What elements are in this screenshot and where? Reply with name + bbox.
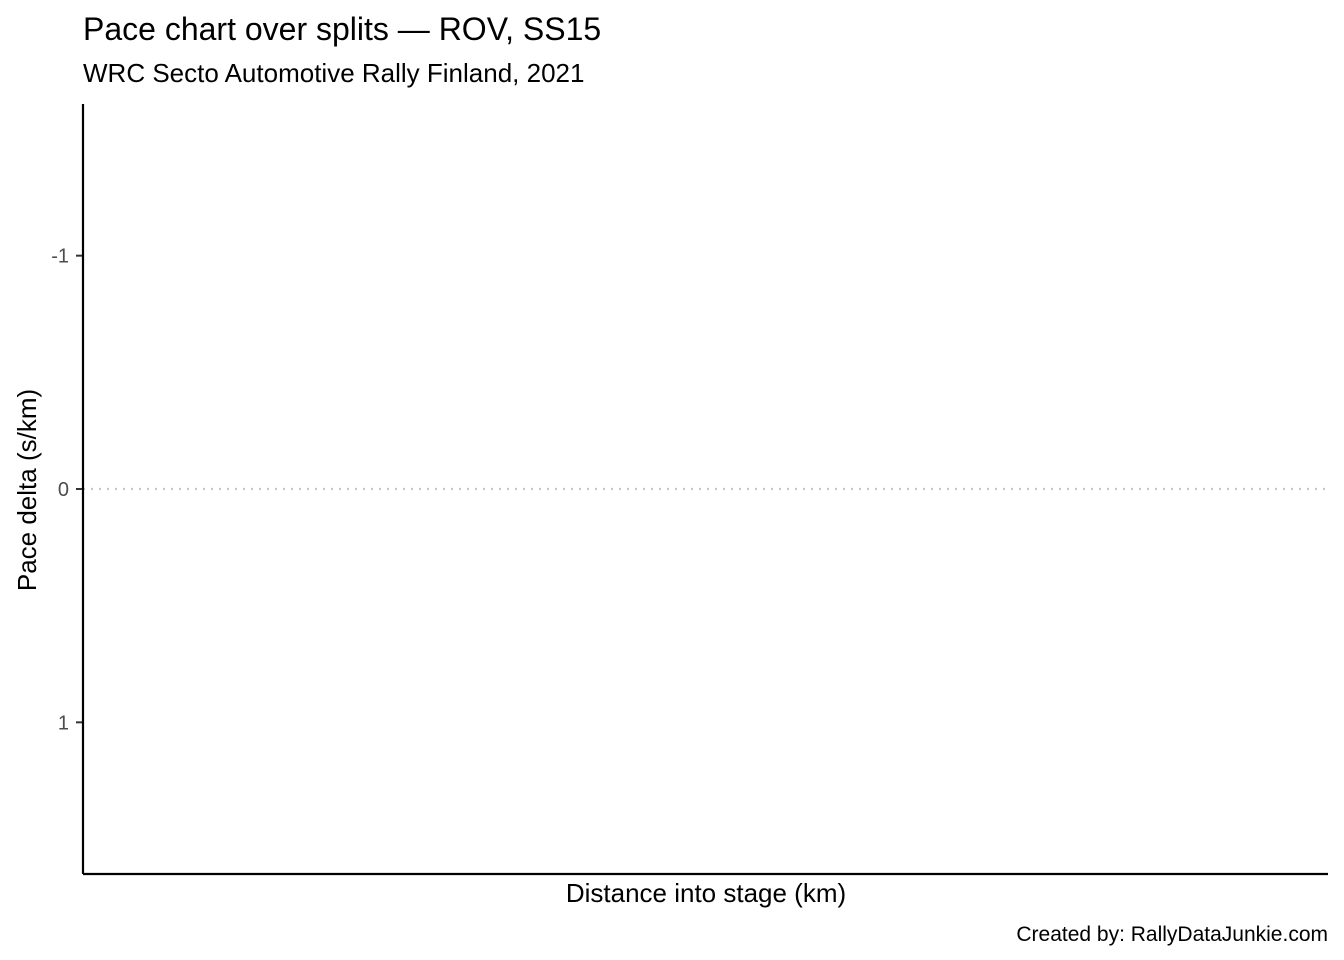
y-tick-label: 0 — [58, 479, 69, 501]
y-tick-label: 1 — [58, 712, 69, 734]
chart-subtitle: WRC Secto Automotive Rally Finland, 2021 — [83, 58, 584, 88]
y-axis-title: Pace delta (s/km) — [12, 389, 42, 591]
y-axis-ticks: -1 0 1 — [51, 246, 83, 734]
plot-area: -1 0 1 — [51, 104, 1328, 876]
chart-caption: Created by: RallyDataJunkie.com — [1016, 923, 1328, 946]
y-tick-label: -1 — [51, 246, 69, 268]
chart-title: Pace chart over splits — ROV, SS15 — [83, 11, 601, 47]
x-axis-title: Distance into stage (km) — [566, 878, 846, 908]
